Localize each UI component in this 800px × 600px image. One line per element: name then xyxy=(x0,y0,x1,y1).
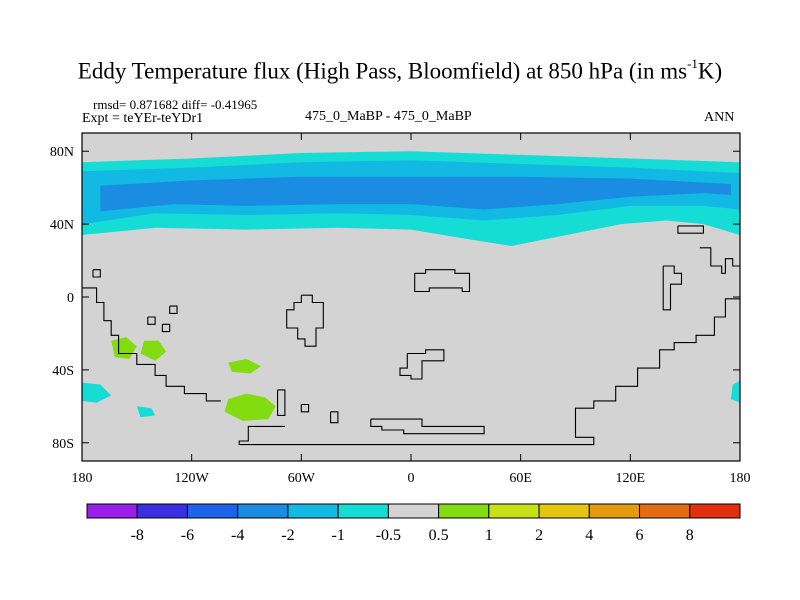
x-tick-label: 60W xyxy=(288,471,316,486)
case-comparison-label: 475_0_MaBP - 475_0_MaBP xyxy=(305,109,472,124)
colorbar-label-11: 8 xyxy=(686,527,694,544)
y-tick-label: 0 xyxy=(67,291,74,306)
colorbar-swatch-3 xyxy=(237,503,289,519)
colorbar: -8 -6 -4 -2 -1 -0.5 0.5 1 2 4 6 8 xyxy=(86,503,741,544)
colorbar-swatch-2 xyxy=(186,503,239,519)
x-tick-label: 60E xyxy=(509,471,532,486)
coastline-0 xyxy=(82,287,221,402)
colorbar-label-10: 6 xyxy=(636,527,644,544)
x-tick-label: 120W xyxy=(175,471,210,486)
coastline-2 xyxy=(147,316,156,325)
coastlines xyxy=(82,225,740,446)
x-tick-label: 120E xyxy=(616,471,646,486)
colorbar-label-7: 1 xyxy=(485,527,493,544)
rmsd-diff-label: rmsd= 0.871682 diff= -0.41965 xyxy=(93,97,258,112)
colorbar-label-0: -8 xyxy=(131,527,144,544)
colorbar-label-3: -2 xyxy=(281,527,294,544)
season-label: ANN xyxy=(704,110,735,125)
chart-title-superscript: -1 xyxy=(687,56,698,71)
coastline-11 xyxy=(399,349,445,380)
coastline-4 xyxy=(92,269,101,278)
coastline-5 xyxy=(277,389,286,416)
coastline-15 xyxy=(677,225,704,234)
y-tick-label: 40N xyxy=(50,218,74,233)
x-tick-label: 0 xyxy=(408,471,415,486)
colorbar-label-9: 4 xyxy=(585,527,593,544)
colorbar-swatch-11 xyxy=(639,503,691,519)
colorbar-swatch-10 xyxy=(588,503,641,519)
x-tick-label: 180 xyxy=(72,471,93,486)
contour-region-8 xyxy=(136,406,156,418)
experiment-label: Expt = teYEr-teYDr1 xyxy=(82,111,204,126)
coastline-3 xyxy=(161,323,171,333)
contour-regions xyxy=(82,151,740,421)
y-tick-label: 40S xyxy=(52,364,74,379)
coastline-12 xyxy=(414,269,471,293)
axis-ticks: 180 120W 60W 0 60E 120E 180 80N 40N 0 40S 80S xyxy=(50,133,751,486)
colorbar-swatch-9 xyxy=(538,503,590,519)
coastline-13 xyxy=(662,265,683,311)
chart-title: Eddy Temperature flux (High Pass, Bloomf… xyxy=(0,56,800,85)
colorbar-label-4: -1 xyxy=(331,527,344,544)
colorbar-swatch-1 xyxy=(136,503,188,519)
colorbar-swatch-7 xyxy=(438,503,490,519)
contour-region-2 xyxy=(100,176,731,212)
coastline-6 xyxy=(238,298,740,446)
colorbar-label-1: -6 xyxy=(181,527,194,544)
contour-region-4 xyxy=(140,340,167,361)
colorbar-swatch-4 xyxy=(287,503,339,519)
colorbar-label-6: 0.5 xyxy=(429,527,449,544)
contour-region-9 xyxy=(730,380,740,403)
contour-region-5 xyxy=(224,393,276,421)
colorbar-swatch-12 xyxy=(689,503,741,519)
colorbar-swatch-8 xyxy=(488,503,540,519)
colorbar-swatch-0 xyxy=(86,503,138,519)
chart-title-end: K) xyxy=(697,58,723,84)
coastline-1 xyxy=(169,305,178,314)
coastline-14 xyxy=(699,247,740,274)
chart-title-main: Eddy Temperature flux (High Pass, Bloomf… xyxy=(77,58,688,84)
y-tick-label: 80S xyxy=(52,437,74,452)
coastline-9 xyxy=(370,418,485,435)
coastline-8 xyxy=(330,411,339,424)
contour-region-7 xyxy=(82,382,112,403)
colorbar-label-2: -4 xyxy=(231,527,244,544)
colorbar-label-5: -0.5 xyxy=(376,527,401,544)
x-tick-label: 180 xyxy=(730,471,751,486)
colorbar-swatch-6 xyxy=(387,503,440,519)
y-tick-label: 80N xyxy=(50,145,74,160)
coastline-7 xyxy=(300,403,310,413)
contour-region-6 xyxy=(228,359,262,374)
colorbar-swatch-5 xyxy=(337,503,389,519)
colorbar-label-8: 2 xyxy=(535,527,543,544)
coastline-10 xyxy=(286,294,324,347)
